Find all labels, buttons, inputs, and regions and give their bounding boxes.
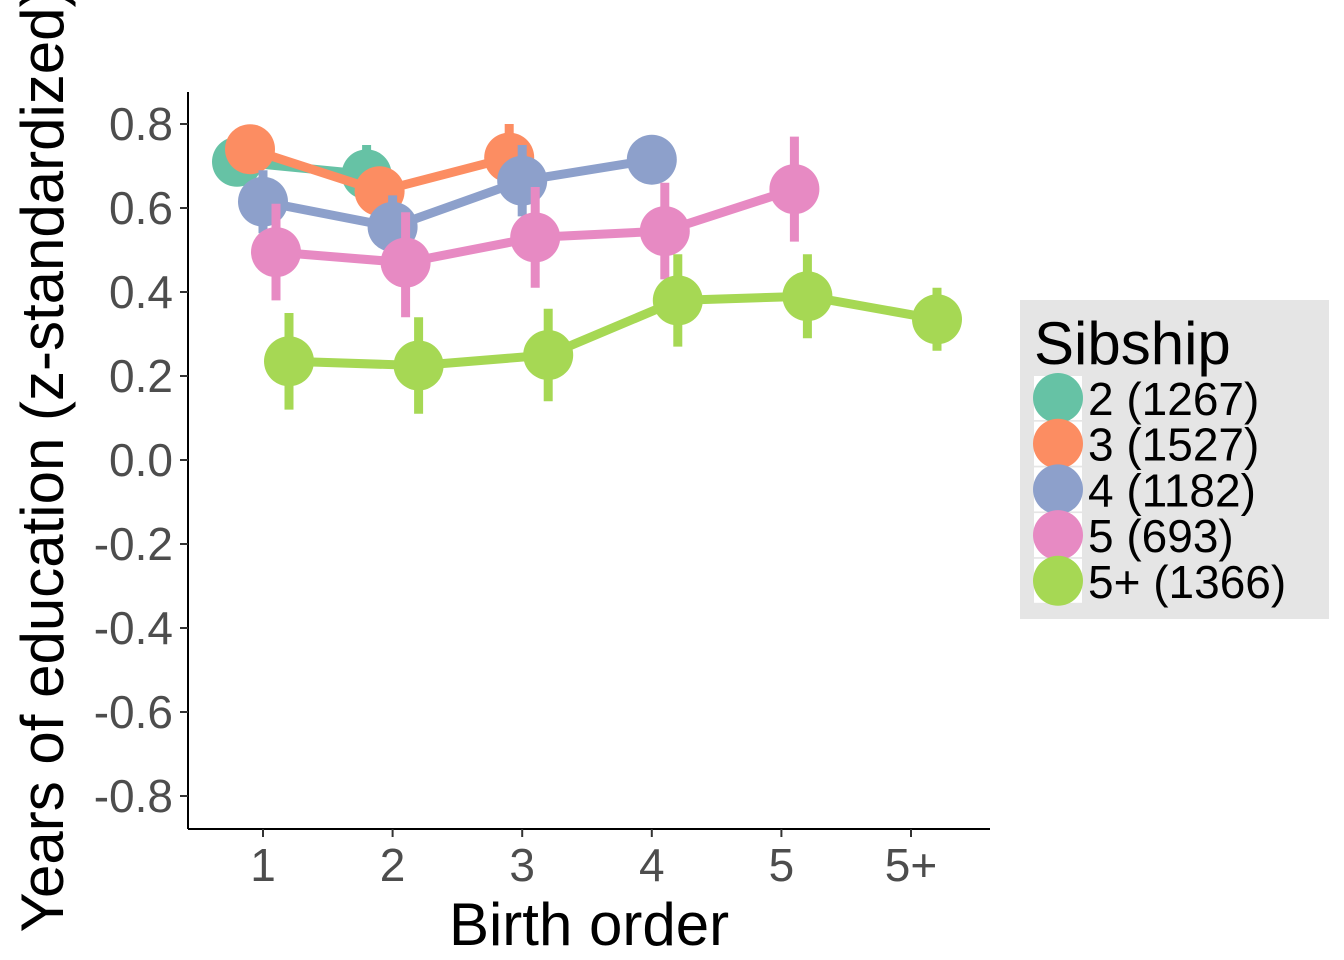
legend-swatch: [1033, 373, 1083, 423]
legend: Sibship 2 (1267)3 (1527)4 (1182)5 (693)5…: [1020, 300, 1329, 619]
y-tick-label: 0.6: [109, 182, 173, 234]
legend-label: 5+ (1366): [1088, 556, 1286, 608]
series-line: [288, 291, 938, 370]
legend-item: 3 (1527): [1033, 418, 1259, 471]
data-point: [251, 227, 301, 278]
data-point: [225, 124, 275, 175]
x-tick-label: 5+: [885, 839, 937, 891]
data-point: [626, 134, 677, 185]
y-tick-label: 0.0: [109, 434, 173, 486]
x-tick-label: 4: [639, 839, 665, 891]
data-point: [769, 164, 820, 215]
legend-item: 5 (693): [1033, 510, 1234, 562]
y-tick-label: 0.2: [109, 350, 173, 402]
y-tick-label: -0.4: [94, 602, 173, 654]
x-ticks: 1 2 3 4 5 5+: [250, 829, 937, 891]
x-tick-label: 1: [250, 839, 276, 891]
series-4: [251, 136, 820, 318]
data-point: [380, 237, 431, 288]
y-axis-title: Years of education (z-standardized): [9, 0, 76, 933]
series-5: [264, 254, 962, 414]
legend-label: 5 (693): [1088, 510, 1234, 562]
x-tick-label: 5: [769, 839, 795, 891]
data-point: [652, 275, 703, 326]
y-tick-label: -0.2: [94, 518, 173, 570]
y-tick-label: 0.4: [109, 266, 173, 318]
data-point: [639, 206, 690, 257]
legend-item: 4 (1182): [1033, 464, 1256, 516]
series-3: [238, 134, 677, 259]
y-tick-label: 0.8: [109, 98, 173, 150]
legend-swatch: [1033, 510, 1083, 561]
legend-swatch: [1033, 418, 1083, 469]
data-point: [523, 330, 574, 380]
x-axis-title: Birth order: [449, 891, 729, 958]
data-point: [912, 294, 962, 345]
data-point: [510, 212, 561, 263]
y-tick-label: -0.8: [94, 770, 173, 822]
legend-items: 2 (1267)3 (1527)4 (1182)5 (693)5+ (1366): [1033, 373, 1286, 608]
legend-label: 4 (1182): [1088, 464, 1256, 516]
axes: [187, 92, 990, 830]
x-tick-label: 2: [380, 839, 406, 891]
series-line: [262, 155, 653, 232]
data-point: [782, 271, 833, 322]
legend-label: 3 (1527): [1088, 419, 1259, 471]
data-point: [264, 336, 314, 387]
series-layer: [212, 124, 962, 414]
legend-swatch: [1033, 555, 1083, 606]
y-tick-label: -0.6: [94, 686, 173, 738]
legend-swatch: [1033, 464, 1083, 515]
legend-item: 5+ (1366): [1033, 555, 1286, 608]
x-tick-label: 3: [509, 839, 535, 891]
legend-label: 2 (1267): [1088, 373, 1259, 425]
legend-item: 2 (1267): [1033, 373, 1259, 425]
legend-title: Sibship: [1034, 310, 1231, 377]
data-point: [393, 340, 444, 391]
y-ticks: -0.8 -0.6 -0.4 -0.2 0.0 0.2 0.4 0.6 0.8: [94, 98, 188, 822]
